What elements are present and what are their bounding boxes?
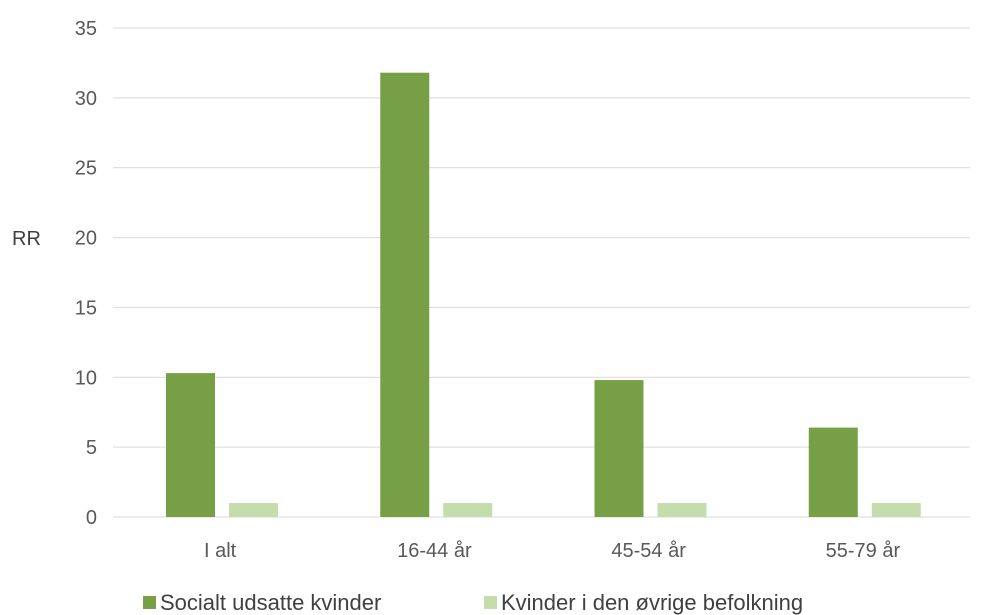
y-tick-label: 20 (75, 228, 97, 250)
legend: Socialt udsatte kvinder Kvinder i den øvr… (143, 590, 803, 615)
legend-swatch (484, 596, 497, 609)
gridlines (113, 27, 970, 518)
y-tick-label: 30 (75, 88, 97, 110)
bar (166, 373, 215, 517)
bar (380, 72, 430, 518)
legend-swatch (143, 596, 156, 609)
x-tick-label: 16-44 år (397, 540, 472, 562)
legend-label: Kvinder i den øvrige befolkning (501, 590, 803, 615)
bar (808, 427, 858, 517)
bar (229, 503, 278, 517)
bar (657, 503, 707, 517)
y-tick-label: 0 (86, 507, 97, 529)
legend-label: Socialt udsatte kvinder (160, 590, 381, 615)
y-axis-label: RR (12, 228, 41, 250)
y-tick-label: 25 (75, 158, 97, 180)
y-axis-ticks: 0 5 10 15 20 25 30 35 (75, 18, 97, 529)
x-tick-label: I alt (204, 540, 237, 562)
bar (871, 503, 921, 517)
x-tick-label: 55-79 år (826, 540, 901, 562)
y-tick-label: 15 (75, 297, 97, 319)
bars (166, 72, 921, 518)
x-axis-ticks: I alt 16-44 år 45-54 år 55-79 år (204, 540, 900, 562)
bar (443, 503, 493, 517)
y-tick-label: 35 (75, 18, 97, 40)
y-tick-label: 5 (86, 437, 97, 459)
bar (594, 380, 644, 517)
x-tick-label: 45-54 år (611, 540, 686, 562)
y-tick-label: 10 (75, 367, 97, 389)
